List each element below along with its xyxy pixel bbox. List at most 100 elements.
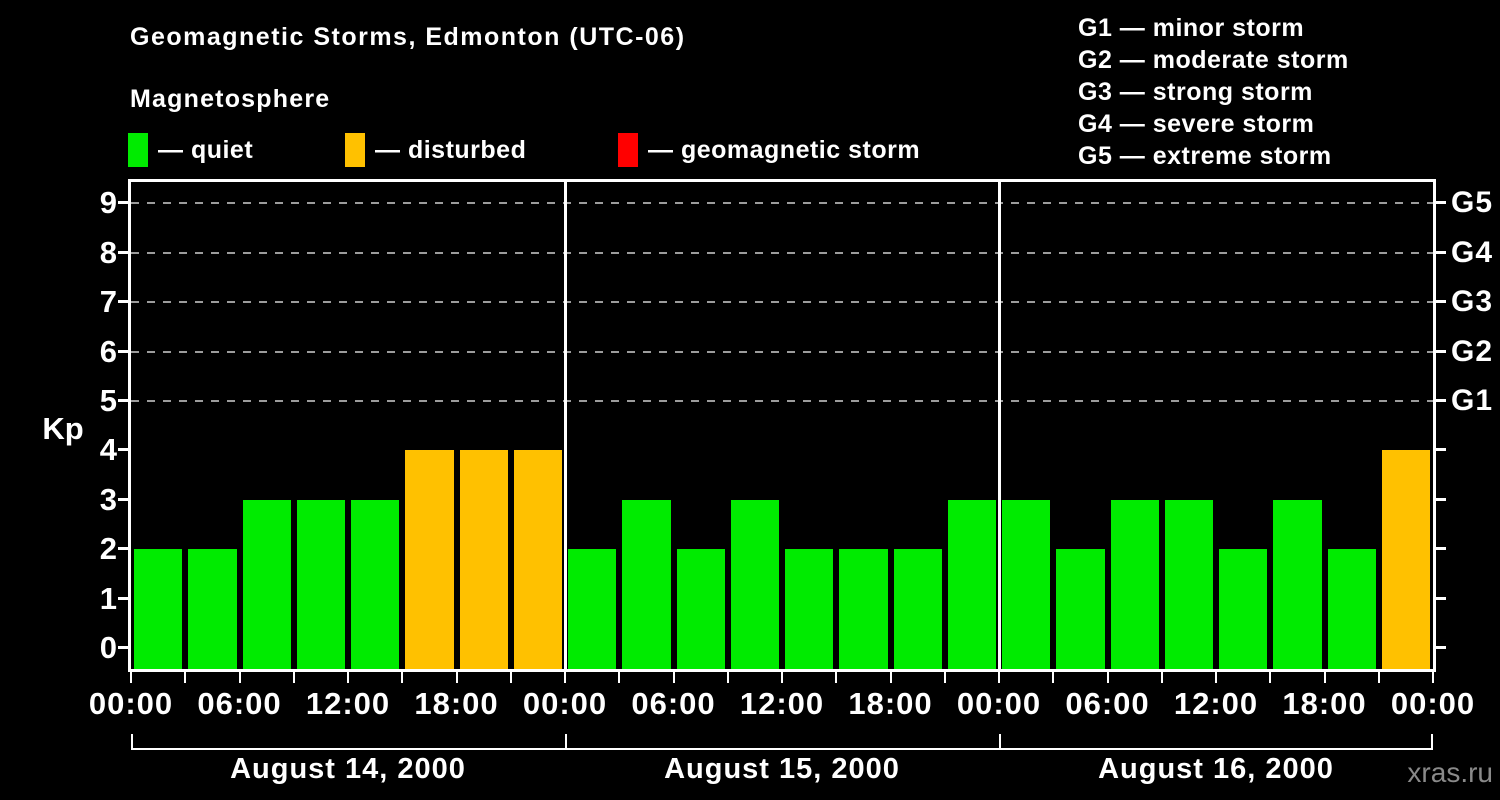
x-axis-tick-label: 18:00	[1282, 686, 1367, 721]
y-axis-tick	[1436, 250, 1446, 254]
date-bracket-tick	[1431, 734, 1433, 750]
kp-bar	[785, 549, 834, 669]
kp-bar	[1164, 499, 1213, 669]
kp-bar	[568, 549, 617, 669]
kp-bar	[1381, 450, 1430, 669]
kp-bar	[622, 499, 671, 669]
kp-bar	[839, 549, 888, 669]
g-legend-line: G3 — strong storm	[1078, 78, 1313, 106]
x-axis-tick	[1377, 672, 1380, 683]
gridline-kp-9	[131, 202, 1433, 205]
x-axis-tick-label: 00:00	[88, 686, 174, 721]
gridline-kp-6	[131, 350, 1433, 353]
date-bracket-tick	[565, 734, 567, 750]
g-legend-line: G5 — extreme storm	[1078, 142, 1332, 170]
y-axis-tick-label: 6	[99, 333, 117, 369]
x-axis-tick	[1269, 672, 1272, 683]
kp-bar	[134, 549, 183, 669]
y-axis-tick-label: 2	[99, 531, 117, 567]
g-level-label: G3	[1451, 285, 1494, 319]
g-level-label: G2	[1451, 334, 1494, 368]
y-axis-tick	[1436, 646, 1446, 649]
plot-border	[128, 179, 1436, 672]
legend-label: — disturbed	[375, 136, 527, 164]
date-bracket-tick	[131, 734, 133, 750]
kp-bar	[242, 499, 291, 669]
y-axis-tick	[118, 646, 128, 649]
kp-bar	[1273, 499, 1322, 669]
x-axis-tick	[1323, 672, 1326, 683]
x-axis-tick	[672, 672, 675, 683]
kp-bar	[1002, 499, 1051, 669]
x-axis-tick	[618, 672, 621, 683]
y-axis-tick	[118, 201, 128, 205]
x-axis-tick	[1052, 672, 1055, 683]
x-axis-tick-label: 00:00	[1390, 686, 1476, 721]
y-axis-tick-label: 3	[99, 481, 117, 517]
kp-bar	[947, 499, 996, 669]
kp-bar	[730, 499, 779, 669]
y-axis-tick-label: 7	[99, 284, 117, 320]
y-axis-tick	[118, 250, 128, 254]
g-level-label: G1	[1451, 384, 1494, 417]
g-scale-legend: G1 — minor storm G2 — moderate storm G3 — …	[1078, 12, 1349, 172]
y-axis-tick	[1436, 497, 1446, 501]
date-label: August 15, 2000	[664, 753, 900, 785]
legend-swatch-disturbed	[345, 133, 365, 167]
y-axis-tick	[1436, 596, 1446, 600]
x-axis-tick	[347, 672, 349, 683]
x-axis-tick-label: 18:00	[848, 686, 933, 721]
date-bracket-tick	[999, 734, 1001, 750]
x-axis-tick	[401, 672, 404, 683]
kp-bar	[405, 450, 454, 669]
y-axis-tick	[1436, 201, 1446, 205]
g-legend-line: G4 — severe storm	[1078, 110, 1315, 138]
gridline-kp-7	[131, 301, 1433, 304]
y-axis-tick	[1436, 349, 1446, 353]
x-axis-tick	[1215, 672, 1217, 683]
g-legend-line: G1 — minor storm	[1078, 14, 1305, 42]
x-axis-tick-label: 12:00	[305, 686, 391, 721]
x-axis-tick-label: 12:00	[739, 686, 825, 721]
y-axis-title: Kp	[42, 411, 84, 446]
x-axis-tick	[1106, 672, 1109, 683]
legend-label: — quiet	[158, 136, 254, 164]
y-axis-tick	[118, 349, 128, 353]
legend-swatch-quiet	[128, 133, 148, 167]
y-axis-tick-label: 1	[99, 580, 117, 616]
kp-bar	[1110, 499, 1159, 669]
gridline-kp-8	[131, 251, 1433, 254]
x-axis-tick	[130, 672, 132, 683]
x-axis-tick-label: 18:00	[414, 686, 499, 721]
y-axis-tick-label: 8	[99, 234, 117, 270]
x-axis-tick-label: 00:00	[522, 686, 608, 721]
y-axis-tick-label: 0	[99, 630, 117, 665]
x-axis-tick	[292, 672, 295, 683]
y-axis-tick	[118, 596, 128, 600]
x-axis-tick	[184, 672, 187, 683]
y-axis-tick	[118, 448, 128, 452]
day-divider	[997, 182, 1001, 669]
kp-bar	[188, 549, 237, 669]
y-axis-tick	[1436, 547, 1446, 551]
x-axis-tick	[781, 672, 783, 683]
x-axis-tick	[1160, 672, 1163, 683]
g-level-label: G4	[1451, 235, 1494, 269]
x-axis-tick	[726, 672, 729, 683]
x-axis-tick	[943, 672, 946, 683]
x-axis-tick-label: 12:00	[1173, 686, 1259, 721]
g-legend-line: G2 — moderate storm	[1078, 46, 1349, 74]
chart-subtitle: Magnetosphere	[130, 85, 331, 113]
day-divider	[563, 182, 567, 669]
y-axis-tick	[118, 300, 128, 304]
y-axis-tick-label: 5	[99, 383, 117, 418]
kp-bar	[1219, 549, 1268, 669]
kp-bar	[1056, 549, 1105, 669]
date-label: August 14, 2000	[230, 753, 466, 785]
kp-bar	[893, 549, 942, 669]
x-axis-tick	[564, 672, 566, 683]
y-axis-tick	[118, 547, 128, 551]
x-axis-tick	[238, 672, 241, 683]
kp-bar	[1327, 549, 1376, 669]
